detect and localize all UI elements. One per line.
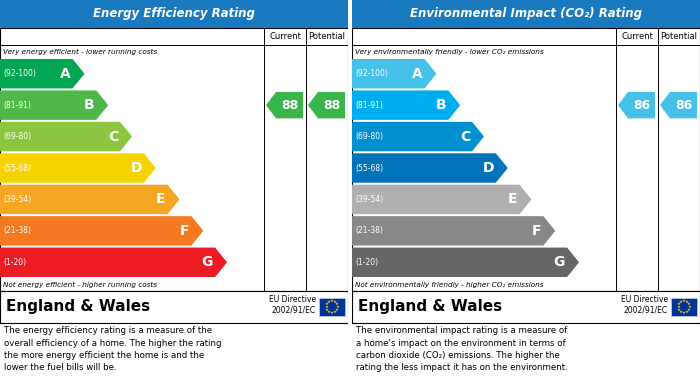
Bar xyxy=(0,0,348,28)
Text: Environmental Impact (CO₂) Rating: Environmental Impact (CO₂) Rating xyxy=(410,7,642,20)
Text: ★: ★ xyxy=(333,310,337,314)
Polygon shape xyxy=(352,248,579,277)
Text: (92-100): (92-100) xyxy=(3,69,36,78)
Text: D: D xyxy=(482,161,493,175)
Text: E: E xyxy=(508,192,517,206)
Text: B: B xyxy=(435,98,447,112)
Text: ★: ★ xyxy=(325,308,329,312)
Text: ★: ★ xyxy=(330,299,334,303)
Text: ★: ★ xyxy=(679,300,683,304)
Text: F: F xyxy=(532,224,541,238)
Text: ★: ★ xyxy=(335,308,339,312)
Text: The energy efficiency rating is a measure of the
overall efficiency of a home. T: The energy efficiency rating is a measur… xyxy=(4,326,221,373)
Polygon shape xyxy=(0,122,132,151)
Text: (39-54): (39-54) xyxy=(355,195,384,204)
Bar xyxy=(352,291,700,323)
Text: Current: Current xyxy=(269,32,301,41)
Text: Not energy efficient - higher running costs: Not energy efficient - higher running co… xyxy=(3,282,157,287)
Text: C: C xyxy=(460,129,470,143)
Text: Not environmentally friendly - higher CO₂ emissions: Not environmentally friendly - higher CO… xyxy=(355,282,543,287)
Text: ★: ★ xyxy=(685,310,689,314)
Text: ★: ★ xyxy=(679,310,683,314)
Polygon shape xyxy=(266,92,303,118)
Text: England & Wales: England & Wales xyxy=(6,300,150,314)
Text: (1-20): (1-20) xyxy=(3,258,26,267)
Text: (39-54): (39-54) xyxy=(3,195,31,204)
Text: ★: ★ xyxy=(325,302,329,306)
Text: ★: ★ xyxy=(688,305,692,309)
Text: (92-100): (92-100) xyxy=(355,69,388,78)
Text: 86: 86 xyxy=(633,99,650,112)
Bar xyxy=(352,28,700,291)
Text: Potential: Potential xyxy=(661,32,697,41)
Polygon shape xyxy=(308,92,345,118)
Text: Energy Efficiency Rating: Energy Efficiency Rating xyxy=(93,7,255,20)
Text: 88: 88 xyxy=(281,99,298,112)
Text: Very energy efficient - lower running costs: Very energy efficient - lower running co… xyxy=(3,48,157,55)
Text: ★: ★ xyxy=(682,311,686,315)
Text: G: G xyxy=(554,255,565,269)
Polygon shape xyxy=(0,90,108,120)
Text: ★: ★ xyxy=(324,305,328,309)
Bar xyxy=(0,28,348,291)
Text: ★: ★ xyxy=(685,300,689,304)
Text: ★: ★ xyxy=(687,308,691,312)
Bar xyxy=(319,298,345,316)
Text: A: A xyxy=(60,67,71,81)
Text: ★: ★ xyxy=(682,299,686,303)
Text: B: B xyxy=(84,98,95,112)
Text: (21-38): (21-38) xyxy=(355,226,383,235)
Text: ★: ★ xyxy=(330,311,334,315)
Text: (69-80): (69-80) xyxy=(3,132,31,141)
Polygon shape xyxy=(0,185,179,214)
Text: (81-91): (81-91) xyxy=(3,100,31,109)
Polygon shape xyxy=(352,216,555,246)
Text: ★: ★ xyxy=(335,302,339,306)
Text: F: F xyxy=(180,224,189,238)
Text: Very environmentally friendly - lower CO₂ emissions: Very environmentally friendly - lower CO… xyxy=(355,48,544,55)
Text: (1-20): (1-20) xyxy=(355,258,378,267)
Text: (55-68): (55-68) xyxy=(3,163,31,172)
Text: ★: ★ xyxy=(327,310,331,314)
Polygon shape xyxy=(660,92,697,118)
Polygon shape xyxy=(352,153,508,183)
Text: Current: Current xyxy=(621,32,653,41)
Text: Potential: Potential xyxy=(309,32,346,41)
Text: (81-91): (81-91) xyxy=(355,100,383,109)
Text: (55-68): (55-68) xyxy=(355,163,383,172)
Text: G: G xyxy=(202,255,213,269)
Text: ★: ★ xyxy=(687,302,691,306)
Text: ★: ★ xyxy=(676,305,680,309)
Polygon shape xyxy=(618,92,655,118)
Bar xyxy=(348,0,352,391)
Text: ★: ★ xyxy=(677,302,681,306)
Polygon shape xyxy=(0,248,227,277)
Polygon shape xyxy=(352,122,484,151)
Text: C: C xyxy=(108,129,118,143)
Text: EU Directive
2002/91/EC: EU Directive 2002/91/EC xyxy=(621,295,668,315)
Bar xyxy=(352,0,700,28)
Polygon shape xyxy=(352,90,460,120)
Text: ★: ★ xyxy=(333,300,337,304)
Bar xyxy=(0,291,348,323)
Text: E: E xyxy=(156,192,166,206)
Text: ★: ★ xyxy=(677,308,681,312)
Polygon shape xyxy=(352,59,437,88)
Text: ★: ★ xyxy=(336,305,340,309)
Text: A: A xyxy=(412,67,423,81)
Polygon shape xyxy=(352,185,531,214)
Text: D: D xyxy=(130,161,142,175)
Text: 88: 88 xyxy=(323,99,340,112)
Text: (21-38): (21-38) xyxy=(3,226,31,235)
Text: 86: 86 xyxy=(675,99,692,112)
Text: (69-80): (69-80) xyxy=(355,132,383,141)
Text: England & Wales: England & Wales xyxy=(358,300,502,314)
Bar xyxy=(671,298,697,316)
Text: ★: ★ xyxy=(327,300,331,304)
Polygon shape xyxy=(0,153,156,183)
Text: EU Directive
2002/91/EC: EU Directive 2002/91/EC xyxy=(269,295,316,315)
Polygon shape xyxy=(0,216,203,246)
Polygon shape xyxy=(0,59,85,88)
Text: The environmental impact rating is a measure of
a home's impact on the environme: The environmental impact rating is a mea… xyxy=(356,326,568,373)
